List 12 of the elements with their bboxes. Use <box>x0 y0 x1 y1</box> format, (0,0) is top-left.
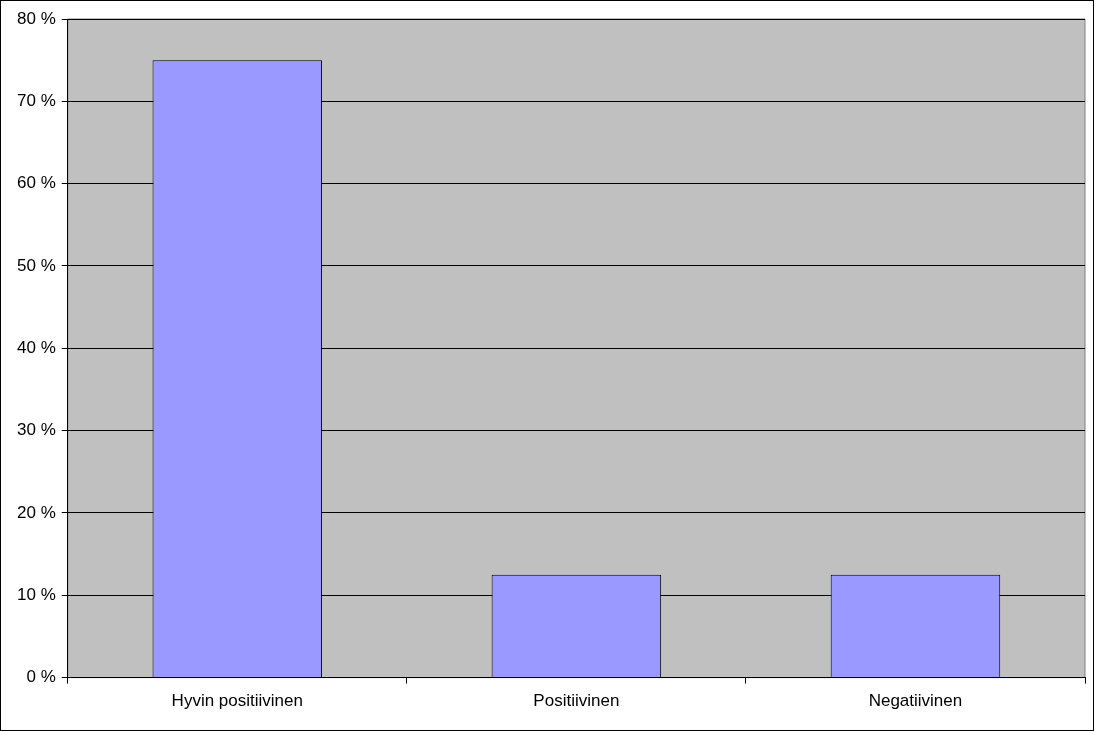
y-tick-label: 60 % <box>17 173 56 193</box>
y-tick-label: 30 % <box>17 420 56 440</box>
x-tick-label: Positiivinen <box>533 691 620 711</box>
y-tick-label: 70 % <box>17 91 56 111</box>
y-tick-label: 20 % <box>17 502 56 522</box>
x-tick-label: Hyvin positiivinen <box>171 691 303 711</box>
y-tick-label: 50 % <box>17 255 56 275</box>
y-tick-label: 10 % <box>17 584 56 604</box>
y-tick-label: 0 % <box>26 667 56 687</box>
x-tick-label: Negatiivinen <box>868 691 963 711</box>
y-tick-label: 80 % <box>17 8 56 28</box>
y-tick-label: 40 % <box>17 337 56 357</box>
